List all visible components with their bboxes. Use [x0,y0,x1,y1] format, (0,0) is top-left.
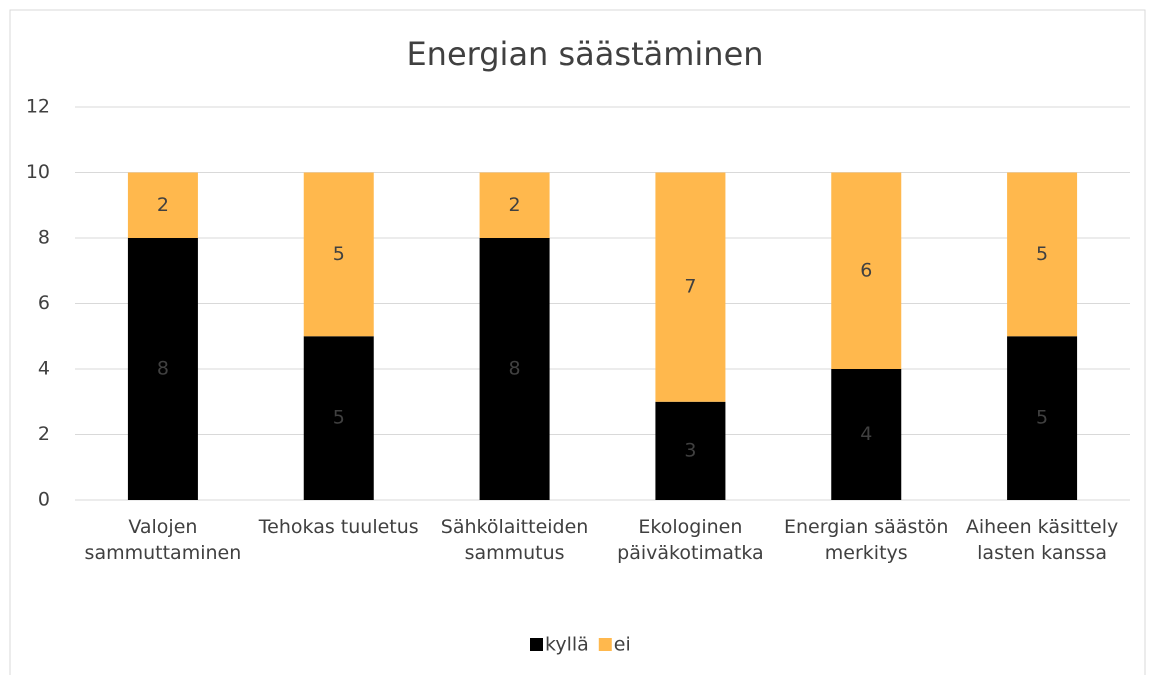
y-tick-label: 12 [26,96,50,118]
data-label: 5 [333,407,345,429]
x-tick-label: Ekologinen päiväkotimatka [617,516,764,564]
x-tick-label: Valojen sammuttaminen [84,516,242,564]
data-label: 5 [1036,407,1048,429]
legend-label: kyllä [545,634,589,656]
y-tick-label: 2 [38,423,50,445]
bar-segment [655,172,726,402]
y-tick-label: 4 [38,358,50,380]
x-tick-label: Energian säästön merkitys [784,516,949,564]
chart-border [9,9,1146,675]
x-tick-label: Aiheen käsittely lasten kanssa [965,516,1119,564]
data-label: 8 [509,358,521,380]
data-label: 2 [157,194,169,216]
y-tick-label: 0 [38,489,50,511]
legend-swatch [530,638,543,651]
bar-segment [1007,336,1078,500]
y-tick-label: 8 [38,227,50,249]
x-tick-label: Tehokas tuuletus [258,516,419,538]
x-tick-label: Sähkölaitteiden sammutus [440,516,589,564]
bar-segment [303,172,374,337]
y-tick-label: 6 [38,292,50,314]
bar-segment [303,336,374,500]
bar-segment [1007,172,1078,337]
data-label: 7 [684,276,696,298]
chart-title: Energian säästäminen [406,35,763,73]
data-label: 8 [157,358,169,380]
data-label: 4 [860,423,872,445]
data-label: 5 [333,243,345,265]
data-label: 5 [1036,243,1048,265]
bar-segment [655,401,726,500]
bar-segment [831,369,902,500]
legend-label: ei [614,634,631,656]
bar-segment [479,172,550,238]
y-tick-label: 10 [26,161,50,183]
legend-swatch [598,638,612,651]
data-label: 6 [860,259,872,281]
bar-segment [127,172,198,238]
data-label: 2 [509,194,521,216]
bar-segment [831,172,902,369]
bar-segment [479,238,550,500]
bar-segment [127,238,198,500]
data-label: 3 [684,439,696,461]
